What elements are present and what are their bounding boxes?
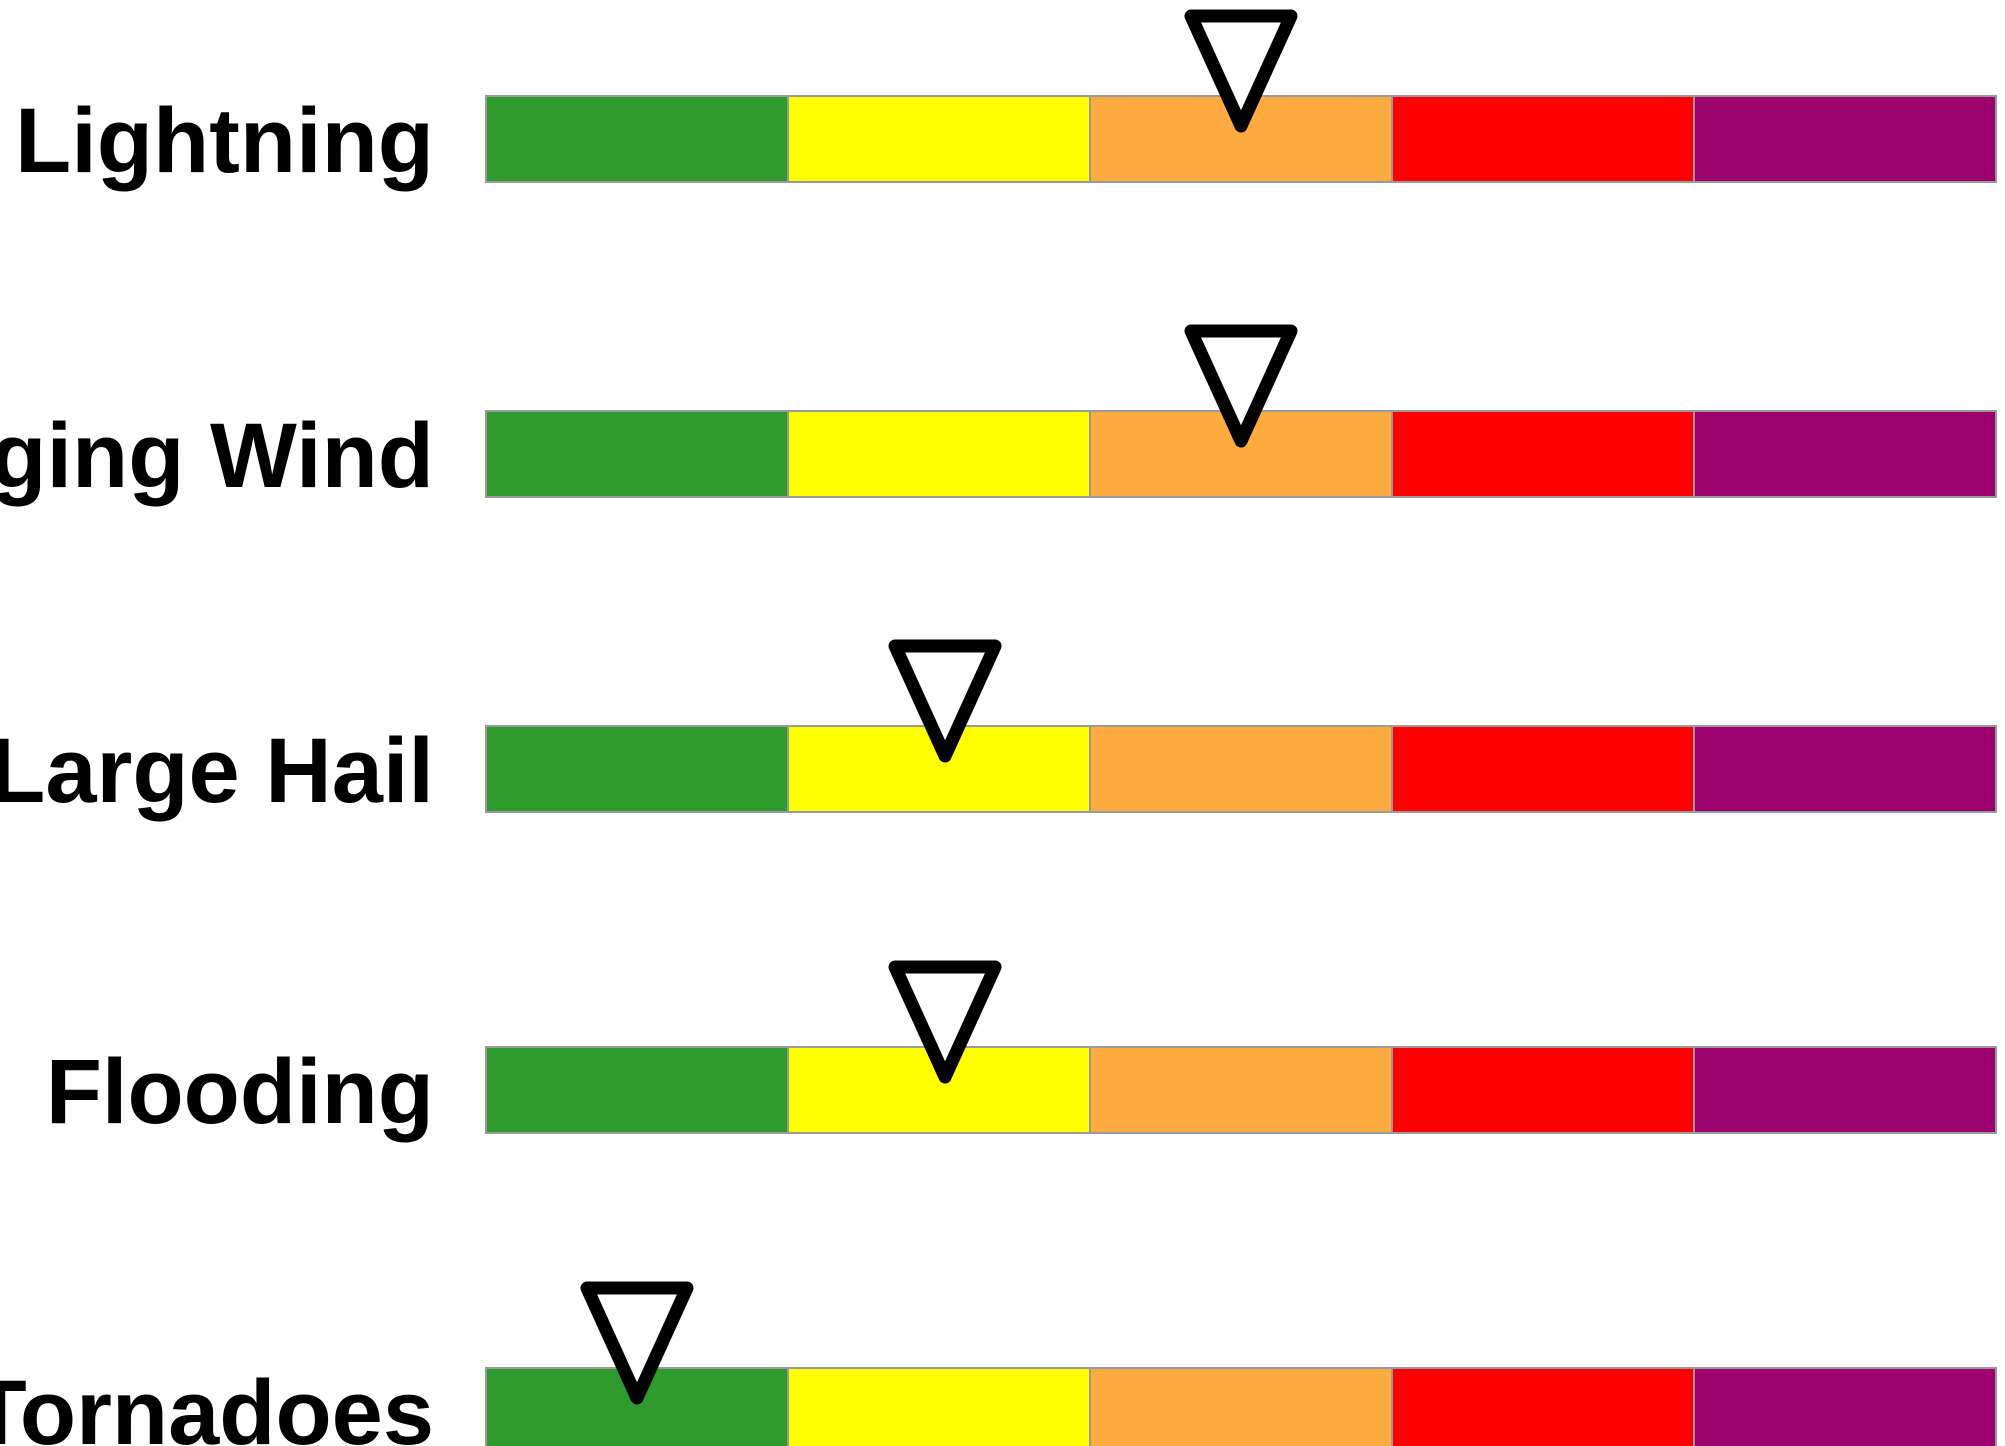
threat-level-segment-3 [1089, 1367, 1393, 1446]
hazard-row-flooding: Flooding [46, 960, 1997, 1143]
threat-level-segment-4 [1391, 1046, 1695, 1134]
threat-level-segment-5 [1693, 1367, 1997, 1446]
threat-level-segment-4 [1391, 1367, 1695, 1446]
threat-level-segment-2 [787, 410, 1091, 498]
hazard-label: Flooding [46, 1041, 434, 1143]
inverted-triangle-icon [1184, 9, 1298, 133]
threat-level-segment-5 [1693, 410, 1997, 498]
threat-level-segment-1 [485, 725, 789, 813]
hazard-label: Tornadoes [0, 1362, 434, 1446]
threat-level-segment-3 [1089, 1046, 1393, 1134]
inverted-triangle-icon [1184, 324, 1298, 448]
inverted-triangle-icon [888, 960, 1002, 1084]
hazard-row-lightning: Lightning [15, 9, 1997, 192]
threat-level-segment-3 [1089, 725, 1393, 813]
hazard-row-large-hail: Large Hail [0, 639, 1997, 822]
hazard-row-tornadoes: Tornadoes [0, 1281, 1997, 1446]
threat-level-segment-1 [485, 410, 789, 498]
threat-level-segment-5 [1693, 1046, 1997, 1134]
hazard-rows: Lightning Damaging Wind Large Hail Flooding… [0, 9, 1997, 1446]
threat-level-segment-4 [1391, 725, 1695, 813]
hazard-row-damaging-wind: Damaging Wind [0, 324, 1997, 507]
threat-level-segment-2 [787, 95, 1091, 183]
inverted-triangle-icon [888, 639, 1002, 763]
hazard-label: Damaging Wind [0, 405, 434, 507]
threat-level-segment-5 [1693, 725, 1997, 813]
threat-level-segment-4 [1391, 410, 1695, 498]
threat-level-segment-2 [787, 1367, 1091, 1446]
hazard-label: Large Hail [0, 720, 434, 822]
threat-level-segment-1 [485, 1046, 789, 1134]
inverted-triangle-icon [580, 1281, 694, 1405]
hazard-label: Lightning [15, 90, 434, 192]
threat-level-segment-1 [485, 95, 789, 183]
threat-level-segment-5 [1693, 95, 1997, 183]
threat-level-segment-4 [1391, 95, 1695, 183]
